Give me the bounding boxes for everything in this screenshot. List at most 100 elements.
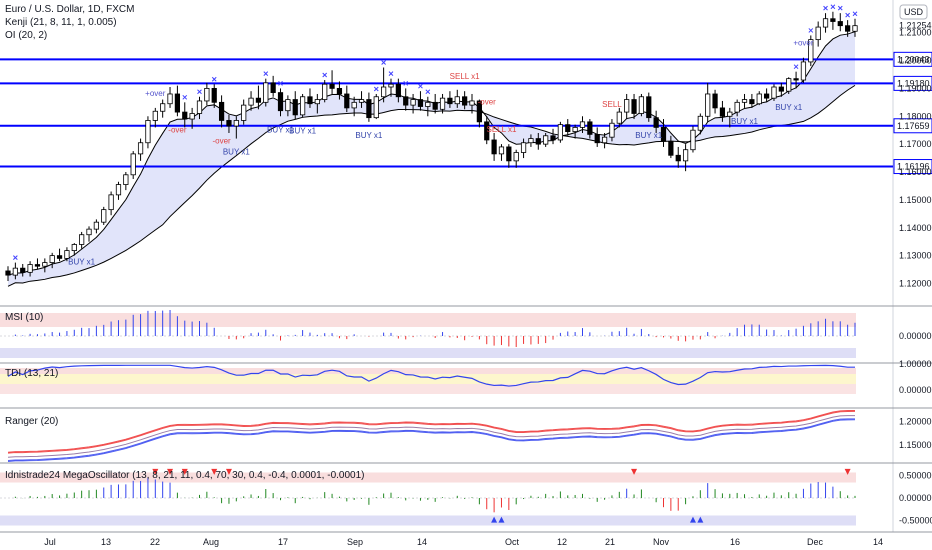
currency-button[interactable]: USD — [899, 4, 928, 20]
signal-label: BUY x1 — [775, 103, 803, 112]
x-marker-stroke — [182, 94, 188, 100]
currency-label: USD — [904, 7, 924, 17]
candle-body — [322, 83, 328, 100]
signal-label: +over — [145, 89, 166, 98]
candle-body — [27, 264, 33, 273]
candle-body — [506, 146, 512, 162]
candle — [299, 93, 306, 118]
candle — [329, 70, 335, 94]
signal-label: BUY x1 — [68, 258, 96, 267]
candle-body — [712, 93, 718, 109]
ranger-tick-label: 1.20000 — [899, 417, 932, 427]
candle-body — [388, 83, 394, 88]
candle — [668, 135, 674, 159]
candle-body — [56, 255, 63, 259]
x-marker — [837, 5, 843, 11]
candle-body — [160, 103, 166, 112]
time-tick-label: 14 — [873, 537, 883, 547]
candle-body — [734, 101, 740, 113]
candle — [741, 93, 748, 108]
tdi-lower-band — [0, 384, 856, 394]
candle-body — [624, 99, 630, 113]
candle — [734, 99, 740, 117]
chart-symbol-title: Euro / U.S. Dollar, 1D, FXCM — [5, 4, 134, 15]
signal-label: -over — [478, 97, 497, 106]
price-tick-label: 1.13000 — [899, 251, 932, 261]
msi-upper-band — [0, 313, 856, 327]
level-label-text: 1.19180 — [897, 78, 930, 88]
candle — [130, 151, 136, 179]
candle — [756, 91, 762, 106]
candle — [653, 110, 659, 133]
candle-body — [49, 255, 55, 263]
candle-body — [837, 21, 843, 27]
candle-body — [550, 135, 556, 141]
tdi-upper-band — [0, 368, 856, 374]
candle — [822, 13, 829, 33]
candle — [719, 100, 726, 122]
candle-body — [395, 83, 401, 98]
candle-body — [403, 96, 409, 106]
candle-body — [484, 121, 490, 141]
candle — [793, 71, 799, 89]
candle-body — [616, 111, 622, 124]
mega-sell-triangle — [167, 468, 174, 475]
x-marker-stroke — [830, 4, 836, 10]
tdi-pane: TDI (13, 21) 1.00000 0.00000 — [0, 359, 932, 395]
mega-buy-triangle — [697, 516, 704, 523]
x-marker-stroke — [381, 60, 386, 65]
candle — [204, 82, 210, 106]
signal-label: BUY x1 — [731, 117, 759, 126]
candle — [550, 128, 556, 145]
candle — [506, 144, 512, 168]
candle — [241, 99, 247, 125]
candle — [432, 93, 438, 114]
candle-body — [771, 86, 777, 99]
candle — [115, 181, 122, 200]
candle — [513, 149, 519, 168]
candle — [469, 93, 475, 114]
candle-body — [749, 99, 755, 105]
signal-label: BUY x1 — [635, 131, 663, 140]
x-marker — [197, 89, 202, 95]
candle-body — [101, 209, 107, 223]
mega-tick-label: -0.50000 — [899, 516, 932, 526]
time-tick-label: 22 — [150, 537, 160, 547]
time-tick-label: Aug — [203, 537, 219, 547]
signal-label: BUY x1 — [267, 125, 295, 134]
candle — [520, 138, 527, 159]
time-tick-label: 16 — [730, 537, 740, 547]
x-marker-stroke — [837, 5, 843, 11]
candle — [800, 57, 807, 83]
tdi-label: TDI (13, 21) — [5, 368, 58, 379]
candle-body — [491, 139, 497, 155]
mega-tick-label: 0.00000 — [899, 493, 932, 503]
x-marker-stroke — [373, 86, 379, 92]
candle — [579, 116, 586, 133]
candle-body — [182, 111, 188, 120]
candle-body — [145, 120, 151, 144]
x-marker — [852, 11, 858, 17]
candle-body — [572, 127, 578, 132]
candle — [5, 266, 11, 281]
candle-body — [741, 99, 748, 103]
candle-body — [307, 96, 313, 105]
candle-body — [226, 120, 232, 127]
price-tick-label: 1.19000 — [899, 83, 932, 93]
x-marker-stroke — [418, 83, 423, 89]
candle — [594, 127, 600, 147]
candle — [20, 263, 26, 277]
candle-body — [447, 97, 453, 105]
candle-body — [329, 83, 335, 89]
candle-body — [20, 267, 26, 273]
candle-body — [786, 78, 792, 92]
ranger-line — [7, 410, 856, 453]
candle — [425, 96, 431, 117]
level-label-text: 1.20043 — [897, 54, 930, 64]
msi-lower-band — [0, 348, 856, 358]
candle-body — [381, 86, 387, 98]
candle-body — [410, 99, 416, 106]
candle — [778, 82, 784, 97]
candle-body — [152, 110, 158, 121]
candle — [439, 93, 446, 114]
